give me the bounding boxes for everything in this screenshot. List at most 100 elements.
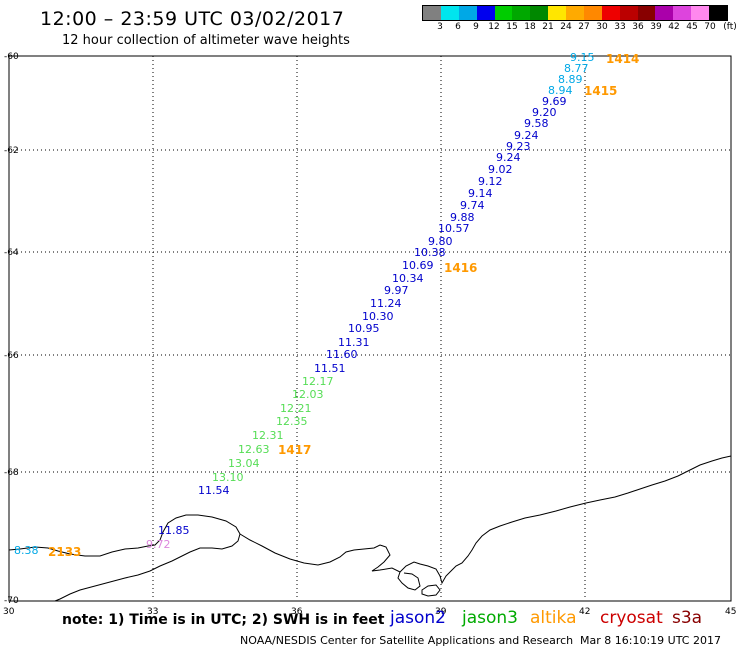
scale-label: 39 xyxy=(650,22,662,32)
wave-height-value: 12.17 xyxy=(302,375,334,388)
wave-height-value: 9.14 xyxy=(468,187,493,200)
longitude-label: 42 xyxy=(579,607,590,617)
scale-label: 15 xyxy=(506,22,518,32)
latitude-label: -68 xyxy=(4,468,19,478)
credit-line: NOAA/NESDIS Center for Satellite Applica… xyxy=(240,634,574,647)
longitude-label: 33 xyxy=(147,607,158,617)
scale-label: 9 xyxy=(473,22,479,32)
wave-height-value: 8.38 xyxy=(14,544,39,557)
footnote: note: 1) Time is in UTC; 2) SWH is in fe… xyxy=(62,612,385,628)
wave-height-value: 9.69 xyxy=(542,95,567,108)
scale-swatch xyxy=(655,6,674,20)
wave-height-value: 11.54 xyxy=(198,484,230,497)
scale-swatch xyxy=(440,6,459,20)
wave-height-value: 11.31 xyxy=(338,336,370,349)
wave-height-value: 12.03 xyxy=(292,388,324,401)
legend-cryosat: cryosat xyxy=(600,608,663,628)
wave-height-values: 9.158.778.898.949.699.209.589.249.239.24… xyxy=(14,51,595,557)
wave-height-value: 11.24 xyxy=(370,297,402,310)
wave-height-value: 9.24 xyxy=(514,129,539,142)
scale-label: 18 xyxy=(524,22,536,32)
legend-altika: altika xyxy=(530,608,577,628)
wave-height-value: 9.20 xyxy=(532,106,557,119)
wave-height-value: 9.58 xyxy=(524,117,549,130)
wave-height-value: 9.24 xyxy=(496,151,521,164)
color-scale-bar xyxy=(422,5,728,21)
longitude-label: 45 xyxy=(725,607,736,617)
wave-height-value: 13.10 xyxy=(212,471,244,484)
wave-height-value: 9.12 xyxy=(478,175,503,188)
wave-height-value: 9.80 xyxy=(428,235,453,248)
map-subtitle: 12 hour collection of altimeter wave hei… xyxy=(62,33,350,48)
wave-height-value: 9.88 xyxy=(450,211,475,224)
map-frame xyxy=(8,55,732,602)
wave-height-value: 12.63 xyxy=(238,443,270,456)
wave-height-value: 11.85 xyxy=(158,524,190,537)
scale-swatch xyxy=(494,6,513,20)
legend-jason2: jason2 xyxy=(390,608,446,628)
scale-label: 45 xyxy=(686,22,698,32)
coastline xyxy=(8,455,732,602)
scale-label: 12 xyxy=(488,22,500,32)
color-scale-labels: 3 6 9 12 15 18 21 24 27 30 33 36 39 42 45 70 (ft) xyxy=(422,22,740,36)
wave-height-value: 9.15 xyxy=(570,51,595,64)
wave-height-value: 8.77 xyxy=(564,62,589,75)
pass-time-label: 1415 xyxy=(584,84,617,98)
wave-height-value: 12.21 xyxy=(280,402,312,415)
legend-jason3: jason3 xyxy=(462,608,518,628)
wave-height-value: 11.51 xyxy=(314,362,346,375)
scale-swatch xyxy=(566,6,584,20)
scale-label: 42 xyxy=(668,22,680,32)
wave-height-value: 13.04 xyxy=(228,457,260,470)
scale-swatch xyxy=(512,6,531,20)
wave-height-value: 12.31 xyxy=(252,429,284,442)
wave-height-value: 9.97 xyxy=(384,284,409,297)
scale-label: 21 xyxy=(542,22,554,32)
scale-label: 3 xyxy=(437,22,443,32)
latitude-label: -62 xyxy=(4,146,19,156)
scale-label: 27 xyxy=(578,22,590,32)
latitude-label: -66 xyxy=(4,351,19,361)
pass-time-label: 2133 xyxy=(48,545,81,559)
scale-label: 6 xyxy=(455,22,461,32)
longitude-label: 36 xyxy=(291,607,303,617)
scale-label: 36 xyxy=(632,22,644,32)
wave-height-value: 11.60 xyxy=(326,348,358,361)
longitude-label: 39 xyxy=(435,607,447,617)
wave-height-value: 10.69 xyxy=(402,259,434,272)
wave-height-value: 10.30 xyxy=(362,310,394,323)
latitude-label: -70 xyxy=(4,596,19,606)
scale-label: 70 xyxy=(704,22,716,32)
scale-label: 33 xyxy=(614,22,626,32)
map-title: 12:00 – 23:59 UTC 03/02/2017 xyxy=(40,8,345,30)
wave-height-value: 12.35 xyxy=(276,415,308,428)
longitude-label: 30 xyxy=(3,607,15,617)
latitude-label: -60 xyxy=(4,52,19,62)
scale-swatch xyxy=(673,6,692,20)
scale-swatch xyxy=(709,6,727,20)
graticule xyxy=(9,56,731,600)
scale-swatch xyxy=(476,6,495,20)
latitude-label: -64 xyxy=(4,248,19,258)
pass-time-label: 1416 xyxy=(444,261,477,275)
scale-swatch xyxy=(548,6,566,20)
scale-swatch xyxy=(583,6,602,20)
scale-swatch xyxy=(637,6,656,20)
wave-height-value: 8.89 xyxy=(558,73,583,86)
wave-height-value: 9.23 xyxy=(506,140,531,153)
wave-height-value: 9.72 xyxy=(146,538,171,551)
wave-height-value: 10.38 xyxy=(414,246,446,259)
pass-time-label: 1414 xyxy=(606,52,639,66)
wave-height-value: 10.95 xyxy=(348,322,380,335)
scale-label: 30 xyxy=(596,22,608,32)
wave-height-value: 9.74 xyxy=(460,199,485,212)
scale-swatch xyxy=(691,6,709,20)
scale-label: 24 xyxy=(560,22,572,32)
scale-label: (ft) xyxy=(723,22,737,32)
wave-height-value: 10.34 xyxy=(392,272,424,285)
pass-time-labels: 1414 1415 1416 1417 2133 xyxy=(48,52,639,559)
scale-swatch xyxy=(423,6,441,20)
scale-swatch xyxy=(458,6,477,20)
